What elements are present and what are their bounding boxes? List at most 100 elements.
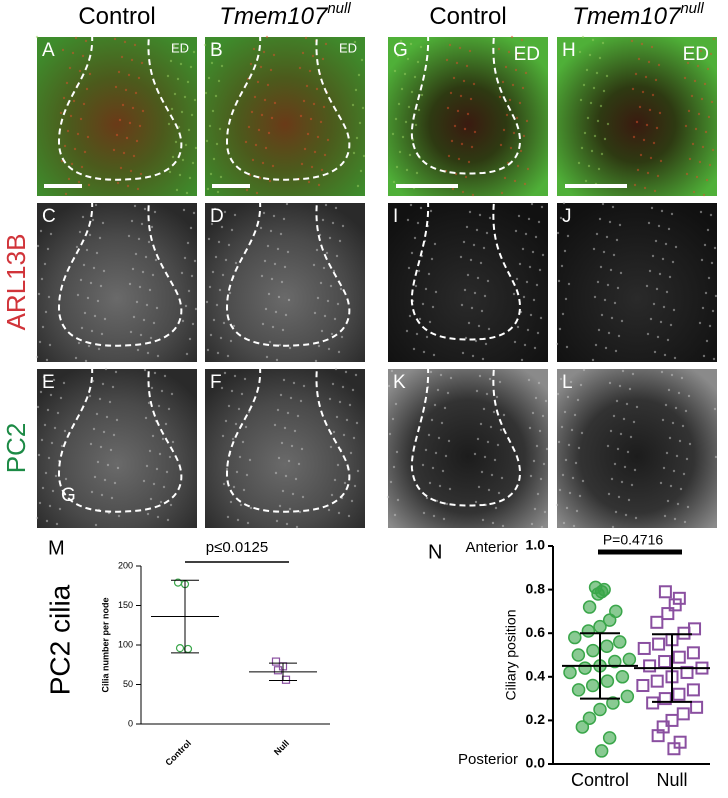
texture — [337, 511, 341, 515]
texture — [276, 408, 280, 412]
texture — [486, 279, 490, 283]
data-point — [582, 711, 597, 725]
texture — [35, 355, 39, 359]
texture — [623, 465, 627, 469]
texture — [596, 119, 600, 123]
texture — [268, 340, 272, 344]
texture — [348, 403, 352, 407]
texture — [261, 161, 265, 165]
texture — [185, 191, 189, 195]
panel-letter: L — [562, 372, 573, 393]
texture — [336, 463, 340, 467]
texture — [493, 458, 497, 462]
texture — [186, 80, 190, 84]
texture — [212, 318, 216, 322]
texture — [172, 44, 176, 48]
texture — [702, 354, 706, 358]
texture — [578, 50, 582, 54]
texture — [224, 419, 228, 423]
texture — [160, 389, 164, 393]
texture — [682, 472, 686, 476]
texture — [286, 411, 290, 415]
texture — [214, 94, 218, 98]
texture — [269, 68, 273, 72]
data-point — [672, 687, 686, 701]
texture — [141, 270, 145, 274]
texture — [261, 322, 265, 326]
texture — [219, 336, 223, 340]
texture — [391, 417, 395, 421]
texture — [319, 281, 323, 285]
texture — [420, 93, 424, 97]
texture — [186, 241, 190, 245]
texture — [580, 146, 584, 150]
texture — [684, 124, 688, 128]
texture — [526, 328, 530, 332]
texture — [55, 522, 59, 526]
texture — [124, 88, 128, 92]
texture — [510, 35, 514, 39]
texture — [134, 91, 138, 95]
texture — [401, 135, 405, 139]
texture — [355, 136, 359, 140]
texture — [291, 492, 295, 496]
data-point — [615, 670, 630, 684]
texture — [223, 371, 227, 375]
data-point — [613, 635, 627, 649]
texture — [416, 221, 420, 225]
texture — [255, 191, 259, 195]
data-point — [680, 665, 694, 679]
texture — [446, 106, 450, 110]
texture — [82, 102, 86, 106]
texture — [430, 418, 434, 422]
texture — [278, 504, 282, 508]
texture — [521, 86, 525, 90]
texture — [313, 311, 317, 315]
texture — [445, 58, 449, 62]
node-outline — [57, 200, 183, 347]
texture — [94, 203, 98, 207]
texture — [471, 193, 475, 197]
data-point — [578, 661, 592, 675]
texture — [141, 109, 145, 113]
texture — [517, 214, 521, 218]
texture — [189, 226, 193, 230]
texture — [39, 390, 43, 394]
texture — [354, 88, 358, 92]
texture — [292, 381, 296, 385]
texture — [78, 230, 82, 234]
texture — [617, 495, 621, 499]
texture — [115, 133, 119, 137]
texture — [664, 403, 668, 407]
texture — [76, 132, 80, 136]
texture — [600, 313, 604, 317]
texture — [313, 150, 317, 154]
texture — [705, 339, 709, 343]
texture — [279, 393, 283, 397]
y-axis-label: Ciliary position — [503, 609, 519, 700]
texture — [670, 212, 674, 216]
texture — [457, 157, 461, 161]
texture — [38, 501, 42, 505]
texture — [48, 343, 52, 347]
texture — [238, 455, 242, 459]
texture — [434, 290, 438, 294]
texture — [233, 374, 237, 378]
texture — [602, 89, 606, 93]
texture — [183, 256, 187, 260]
texture — [166, 74, 170, 78]
texture — [605, 235, 609, 239]
texture — [406, 57, 410, 61]
texture — [433, 403, 437, 407]
texture — [290, 444, 294, 448]
texture — [130, 58, 134, 62]
texture — [714, 294, 718, 298]
texture — [216, 351, 220, 355]
texture — [613, 301, 617, 305]
texture — [439, 373, 443, 377]
texture — [319, 120, 323, 124]
data-point — [676, 707, 690, 721]
top-label: Anterior — [465, 539, 518, 556]
texture — [459, 255, 463, 259]
texture — [161, 437, 165, 441]
